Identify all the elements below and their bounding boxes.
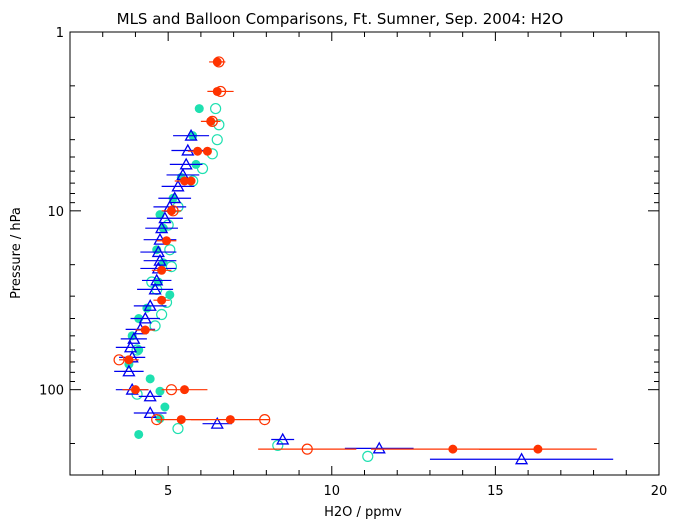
data-point (181, 143, 195, 156)
data-point (134, 429, 144, 439)
data-point (212, 86, 222, 96)
data-point (158, 211, 172, 224)
data-point (145, 374, 155, 384)
data-point (448, 444, 458, 454)
data-point (151, 245, 165, 258)
data-point (362, 450, 374, 462)
data-point (160, 402, 170, 412)
data-point (140, 325, 150, 335)
data-point (149, 320, 161, 332)
data-point (211, 134, 223, 146)
x-tick-label: 20 (651, 484, 668, 499)
axes: 5 10 15 20 1 10 100 (39, 26, 667, 499)
data-point (157, 295, 167, 305)
data-point (143, 299, 157, 311)
x-tick-label: 15 (487, 484, 504, 499)
data-point (166, 206, 176, 216)
data-marks (113, 56, 614, 465)
data-point (164, 244, 176, 256)
data-point (186, 176, 196, 186)
data-point (143, 406, 157, 419)
data-point (123, 340, 138, 353)
data-point (138, 311, 152, 324)
data-point (206, 116, 216, 126)
data-point (276, 432, 290, 445)
data-point (372, 441, 386, 454)
chart-title: MLS and Balloon Comparisons, Ft. Sumner,… (117, 10, 564, 28)
data-point (150, 273, 164, 286)
data-point (194, 104, 204, 114)
data-point (122, 364, 136, 377)
data-point (171, 179, 185, 192)
data-point (514, 452, 529, 465)
data-point (213, 119, 225, 131)
data-point (193, 146, 203, 156)
data-point (210, 102, 222, 115)
y-tick-label: 1 (56, 26, 64, 41)
data-point (184, 128, 198, 141)
x-tick-label: 10 (324, 484, 341, 499)
data-point (196, 162, 209, 175)
data-point (148, 282, 162, 295)
data-point (155, 221, 169, 234)
data-point (533, 444, 543, 454)
data-point (162, 236, 172, 246)
y-axis-label: Pressure / hPa (9, 207, 24, 299)
data-point (155, 414, 165, 424)
data-point (180, 385, 190, 395)
data-point (301, 443, 313, 455)
data-point (131, 344, 143, 356)
y-tick-label: 100 (39, 384, 64, 399)
data-point (143, 389, 157, 402)
data-point (172, 422, 184, 435)
data-point (176, 415, 186, 425)
data-point (130, 385, 140, 395)
data-point (157, 265, 167, 275)
data-point (272, 439, 284, 452)
data-point (155, 386, 165, 396)
data-point (165, 260, 178, 273)
x-tick-label: 5 (164, 484, 172, 499)
data-point (225, 415, 235, 425)
data-point (210, 416, 224, 429)
data-point (202, 146, 212, 156)
data-point (127, 332, 141, 344)
data-point (212, 57, 222, 67)
data-point (124, 355, 134, 365)
data-point (180, 176, 190, 186)
data-point (168, 191, 182, 204)
x-axis-label: H2O / ppmv (324, 505, 402, 520)
data-point (179, 157, 193, 170)
y-tick-label: 10 (47, 205, 64, 220)
data-point (156, 308, 168, 321)
